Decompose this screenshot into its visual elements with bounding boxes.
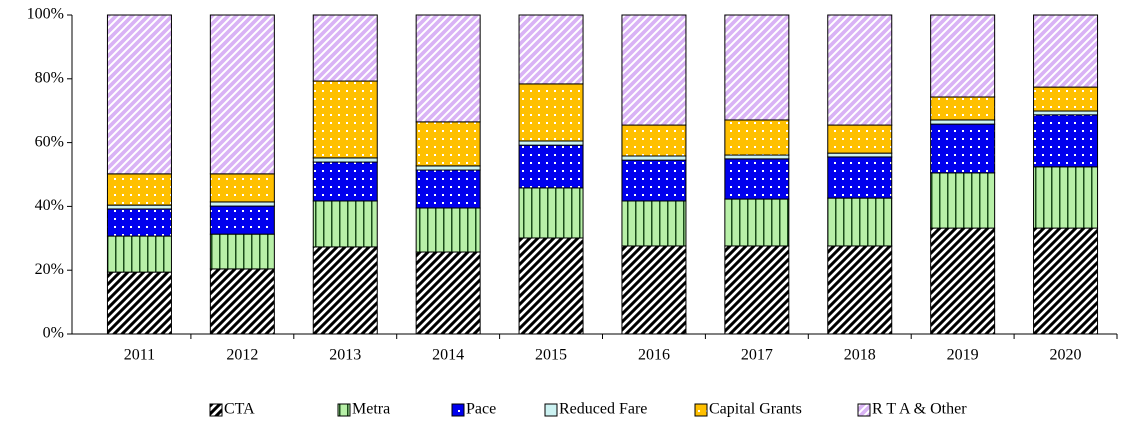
x-tick-label: 2014 (432, 347, 464, 364)
bar-segment (209, 233, 275, 270)
bar-segment (209, 205, 275, 235)
bar-segment (209, 14, 275, 175)
legend-swatch (337, 403, 351, 417)
bar-segment (209, 201, 275, 207)
bar-segment (1033, 227, 1099, 335)
bar-segment (312, 14, 378, 82)
x-tick-label: 2016 (638, 347, 670, 364)
bar-segment (827, 152, 893, 158)
bar-segment (827, 197, 893, 247)
bar-segment (930, 227, 996, 335)
y-tick-label: 60% (35, 133, 64, 150)
legend-label: Capital Grants (709, 401, 802, 418)
bar-segment (415, 207, 481, 253)
bar-segment (518, 237, 584, 335)
bar-segment (724, 198, 790, 247)
bar-segment (106, 173, 172, 206)
legend-label: Pace (466, 401, 496, 418)
legend-swatch (209, 403, 223, 417)
bar-segment (621, 14, 687, 126)
x-tick-label: 2012 (226, 347, 258, 364)
bar-segment (724, 245, 790, 335)
bar-segment (621, 200, 687, 247)
bar-segment (724, 14, 790, 121)
bar-segment (106, 208, 172, 237)
legend-label: Reduced Fare (559, 401, 647, 418)
bar-segment (209, 173, 275, 203)
legend-swatch (451, 403, 465, 417)
bar-segment (827, 245, 893, 335)
y-tick-label: 100% (27, 6, 64, 23)
bar-segment (1033, 86, 1099, 112)
bar-segment (827, 156, 893, 199)
bar-segment (106, 271, 172, 335)
bar-segment (312, 80, 378, 159)
legend-swatch (544, 403, 558, 417)
bar-segment (518, 144, 584, 189)
y-tick-label: 80% (35, 69, 64, 86)
y-tick-label: 20% (35, 261, 64, 278)
bar-segment (930, 119, 996, 125)
x-tick-label: 2018 (844, 347, 876, 364)
legend-swatch (857, 403, 871, 417)
bar-segment (827, 14, 893, 126)
bar-segment (1033, 166, 1099, 229)
bar-segment (106, 204, 172, 210)
bar-segment (621, 155, 687, 161)
y-tick-label: 40% (35, 197, 64, 214)
bar-segment (724, 158, 790, 200)
legend-label: R T A & Other (872, 401, 967, 418)
bar-segment (518, 187, 584, 239)
x-tick-label: 2011 (124, 347, 155, 364)
bar-segment (312, 246, 378, 335)
bar-segment (106, 235, 172, 273)
x-tick-label: 2013 (329, 347, 361, 364)
bar-segment (1033, 14, 1099, 88)
bar-segment (415, 165, 481, 171)
bar-segment (312, 157, 378, 163)
bar-segment (312, 200, 378, 248)
bar-segment (209, 268, 275, 335)
bar-segment (518, 14, 584, 85)
bar-segment (1033, 114, 1099, 168)
bar-segment (415, 14, 481, 123)
bar-segment (930, 172, 996, 229)
x-tick-label: 2019 (947, 347, 979, 364)
bar-segment (518, 140, 584, 146)
bar-segment (518, 83, 584, 142)
bar-segment (415, 251, 481, 335)
legend-swatch (694, 403, 708, 417)
bar-segment (415, 169, 481, 209)
bar-segment (621, 245, 687, 335)
x-tick-label: 2017 (741, 347, 773, 364)
bar-segment (930, 123, 996, 174)
bar-segment (930, 14, 996, 98)
y-tick-label: 0% (43, 325, 64, 342)
x-tick-label: 2020 (1050, 347, 1082, 364)
x-tick-label: 2015 (535, 347, 567, 364)
bar-segment (724, 119, 790, 156)
bar-segment (621, 159, 687, 202)
bar-segment (415, 121, 481, 167)
bar-segment (724, 154, 790, 160)
bar-segment (930, 96, 996, 121)
bar-segment (312, 161, 378, 202)
bar-segment (621, 124, 687, 157)
bar-segment (1033, 110, 1099, 116)
bar-segment (106, 14, 172, 175)
legend-label: CTA (224, 401, 255, 418)
legend-label: Metra (352, 401, 390, 418)
bar-segment (827, 124, 893, 154)
